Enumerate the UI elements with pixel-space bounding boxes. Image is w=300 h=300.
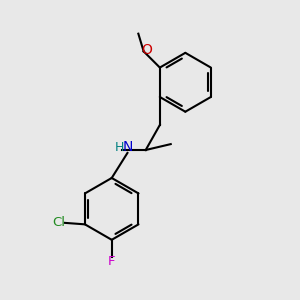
Text: H: H [115, 141, 124, 154]
Text: N: N [122, 140, 133, 154]
Text: F: F [108, 255, 116, 268]
Text: Cl: Cl [52, 216, 65, 230]
Text: O: O [141, 44, 152, 58]
